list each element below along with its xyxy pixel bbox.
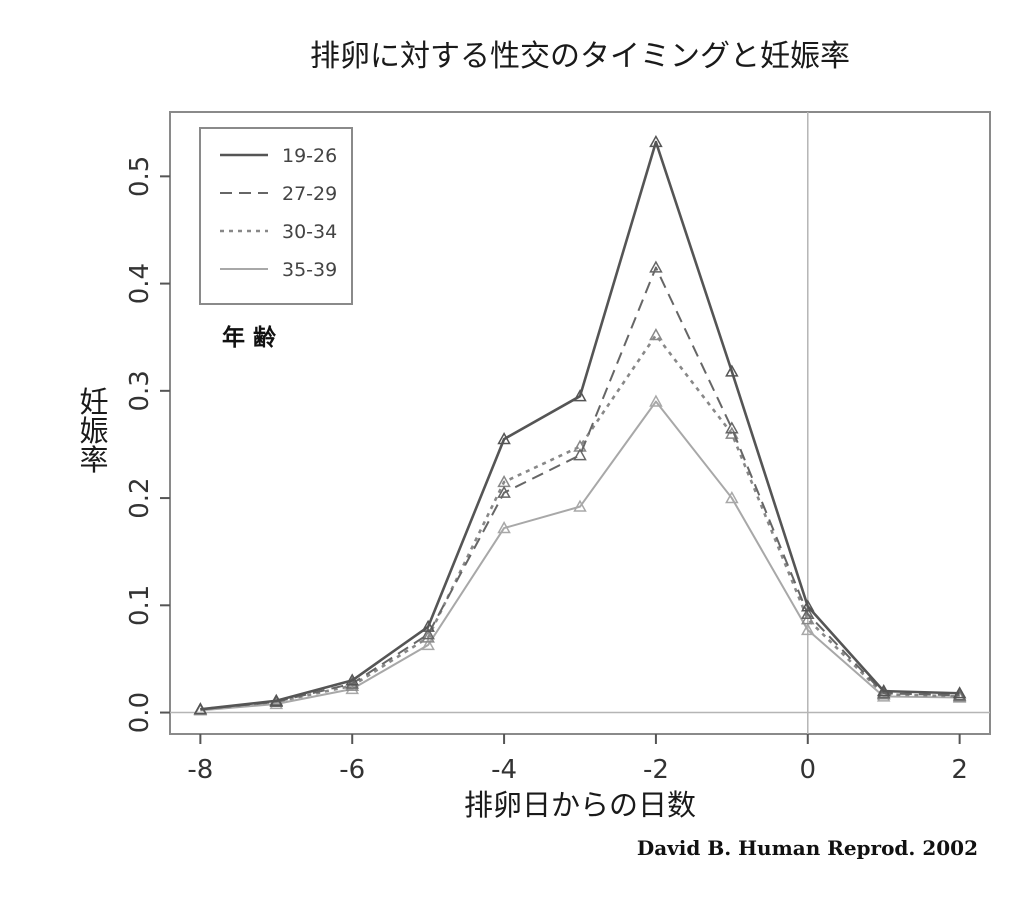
y-tick-label: 0.1 xyxy=(125,585,155,626)
data-point xyxy=(725,491,739,504)
series-35-39 xyxy=(193,394,967,716)
data-point xyxy=(573,499,587,512)
y-tick-label: 0.2 xyxy=(125,477,155,518)
data-point xyxy=(193,702,208,715)
series-line xyxy=(200,140,960,711)
data-point xyxy=(649,394,663,407)
data-point xyxy=(421,627,435,640)
x-tick-label: -2 xyxy=(643,755,669,785)
x-tick-label: -6 xyxy=(339,755,365,785)
data-point xyxy=(801,606,815,620)
data-point xyxy=(725,421,739,434)
data-point xyxy=(801,599,815,612)
legend-box xyxy=(199,127,353,305)
x-axis-label: 排卵日からの日数 xyxy=(464,788,696,822)
data-point xyxy=(497,485,511,498)
x-axis: -8 -6 -4 -2 0 2 xyxy=(187,734,968,785)
data-point xyxy=(801,622,815,636)
data-point xyxy=(345,673,359,686)
data-point xyxy=(573,389,587,402)
legend-title: 年 齢 xyxy=(222,324,276,351)
data-point xyxy=(876,686,891,699)
legend-label: 19-26 xyxy=(282,145,337,167)
data-point xyxy=(421,630,435,643)
legend-label: 35-39 xyxy=(282,259,337,281)
data-point xyxy=(269,696,284,710)
series-line xyxy=(200,333,960,711)
data-point xyxy=(952,686,967,699)
data-point xyxy=(269,693,284,706)
data-point xyxy=(497,521,511,534)
series-19-26 xyxy=(193,134,967,715)
data-point xyxy=(421,637,435,651)
y-tick-label: 0.5 xyxy=(125,156,155,197)
x-tick-label: -8 xyxy=(187,755,213,785)
data-point xyxy=(725,364,739,377)
y-tick-label: 0.3 xyxy=(125,370,155,411)
y-tick-label: 0.4 xyxy=(125,263,155,304)
y-axis: 0.0 0.1 0.2 0.3 0.4 0.5 xyxy=(125,156,170,733)
data-point xyxy=(876,684,891,697)
legend-label: 30-34 xyxy=(282,221,337,243)
series-30-34 xyxy=(193,328,967,715)
data-point xyxy=(421,619,435,632)
data-point xyxy=(952,688,967,701)
y-tick-label: 0.0 xyxy=(125,692,155,733)
data-point xyxy=(649,328,663,341)
x-tick-label: 0 xyxy=(800,755,817,785)
series-line xyxy=(200,266,960,711)
chart-title: 排卵に対する性交のタイミングと妊娠率 xyxy=(310,39,850,74)
credit-text: David B. Human Reprod. 2002 xyxy=(637,836,978,860)
data-point xyxy=(573,448,587,461)
data-point xyxy=(497,432,511,445)
x-tick-label: -4 xyxy=(491,755,517,785)
data-point xyxy=(345,676,359,689)
y-axis-label: 妊娠率 xyxy=(75,386,109,473)
series-layer xyxy=(193,134,967,716)
series-27-29 xyxy=(193,260,967,715)
series-line xyxy=(200,400,960,712)
legend: 19-26 27-29 30-34 35-39 xyxy=(199,127,353,305)
legend-label: 27-29 xyxy=(282,183,337,205)
x-tick-label: 2 xyxy=(951,755,968,785)
legend-items: 19-26 27-29 30-34 35-39 xyxy=(220,145,337,281)
plot-frame xyxy=(169,111,991,735)
data-point xyxy=(649,134,663,148)
data-point xyxy=(649,260,663,273)
